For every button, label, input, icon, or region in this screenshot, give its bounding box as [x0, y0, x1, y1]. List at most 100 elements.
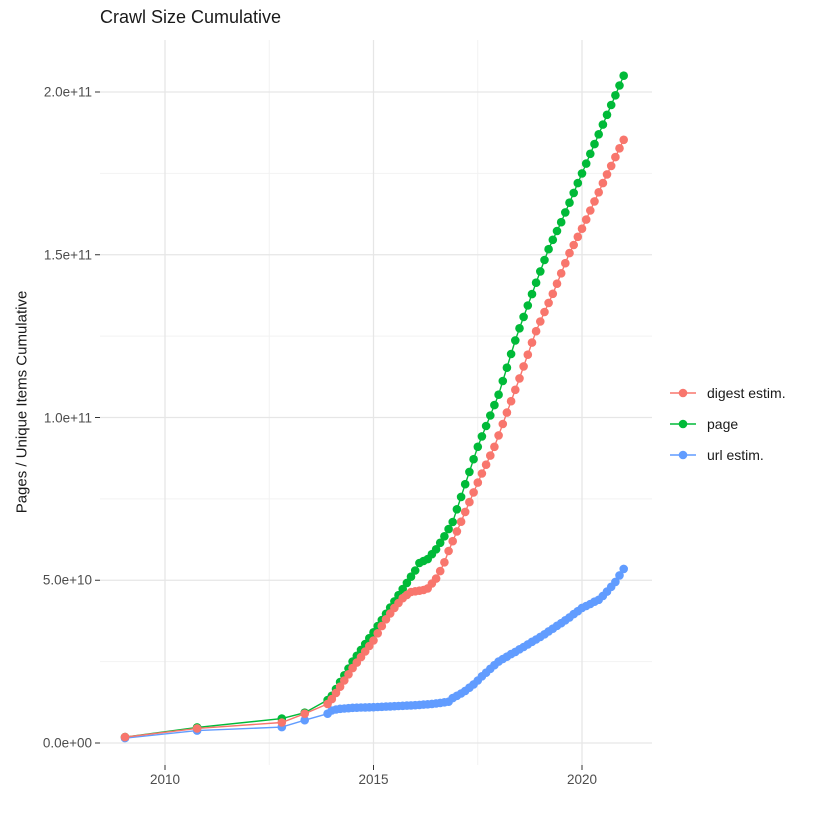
data-point-page [611, 91, 620, 100]
data-point-digest [619, 135, 628, 145]
data-point-page [465, 467, 474, 477]
data-point-digest [544, 298, 553, 308]
series-line-digest [124, 139, 625, 738]
data-point-digest [448, 536, 458, 546]
x-tick-label: 2015 [358, 772, 389, 787]
data-point-digest [561, 258, 570, 268]
data-point-digest [586, 206, 595, 215]
data-point-digest [469, 488, 478, 497]
data-point-digest [473, 478, 483, 487]
data-point-digest [531, 326, 541, 336]
legend-item-label: page [707, 415, 739, 432]
data-point-page [544, 244, 553, 254]
legend-item: page [668, 408, 786, 439]
data-point-page [448, 517, 458, 527]
data-point-page [490, 400, 499, 410]
y-tick-label: 1.5e+11 [43, 247, 92, 263]
data-point-page [548, 235, 558, 245]
legend-item: url estim. [668, 439, 786, 470]
data-point-digest [536, 317, 545, 326]
data-point-digest [431, 574, 441, 583]
data-point-digest [577, 224, 587, 233]
legend-point-icon [678, 388, 688, 397]
data-point-digest [344, 670, 353, 679]
data-point-page [511, 336, 520, 345]
data-point-digest [377, 621, 387, 631]
y-tick-label: 5.0e+10 [42, 572, 92, 588]
data-point-page [406, 572, 416, 581]
legend-key-icon [670, 388, 696, 397]
data-point-page [515, 324, 524, 333]
legend: digest estim. page url estim. [668, 377, 786, 470]
data-point-page [481, 421, 491, 431]
data-point-digest [540, 307, 549, 317]
data-point-page [498, 376, 508, 386]
data-point-page [431, 545, 441, 554]
data-point-page [552, 226, 562, 236]
data-point-digest [611, 152, 620, 162]
data-point-digest [373, 629, 383, 638]
data-point-url [300, 715, 310, 725]
data-point-digest [527, 338, 537, 347]
data-point-page [410, 566, 420, 575]
data-point-digest [590, 197, 599, 206]
data-point-page [586, 149, 595, 159]
data-point-digest [331, 688, 341, 698]
data-point-page [502, 363, 512, 373]
data-point-page [456, 492, 466, 502]
data-point-digest [460, 507, 470, 517]
data-point-page [565, 198, 574, 207]
legend-item-label: digest estim. [707, 384, 786, 401]
x-tick-label: 2010 [149, 772, 181, 787]
data-point-digest [502, 408, 512, 417]
data-point-page [527, 289, 537, 299]
data-point-page [581, 159, 591, 168]
legend-point-icon [678, 450, 688, 459]
data-point-page [486, 411, 495, 420]
data-point-page [619, 71, 628, 80]
legend-point-icon [678, 419, 688, 428]
data-point-page [477, 432, 487, 441]
data-point-page [402, 578, 412, 588]
data-point-page [598, 120, 608, 129]
data-point-page [615, 81, 624, 90]
data-point-digest [340, 676, 349, 685]
data-point-page [540, 255, 549, 265]
series-line-url [124, 568, 625, 739]
data-point-page [523, 301, 533, 310]
data-point-page [602, 110, 612, 120]
data-point-page [531, 278, 541, 288]
data-point-digest [515, 374, 524, 383]
data-point-digest [327, 694, 337, 704]
data-point-digest [606, 161, 616, 171]
data-point-page [506, 349, 516, 359]
data-point-page [469, 454, 478, 464]
data-point-page [435, 538, 445, 548]
data-point-digest [192, 724, 202, 733]
data-point-page [573, 178, 583, 188]
x-tick-label: 2020 [566, 772, 598, 787]
y-tick-label: 1.0e+11 [43, 410, 92, 425]
series-digest [120, 135, 628, 742]
data-point-digest [556, 269, 566, 278]
data-point-digest [440, 558, 449, 567]
data-point-page [473, 442, 483, 452]
data-point-page [452, 505, 462, 514]
legend-item: digest estim. [668, 377, 786, 408]
data-point-digest [452, 527, 462, 536]
data-point-digest [486, 451, 495, 460]
gridlines [100, 40, 652, 765]
data-point-digest [490, 442, 499, 452]
data-point-page [440, 532, 449, 541]
data-point-page [594, 130, 603, 139]
data-point-digest [435, 566, 445, 576]
data-point-digest [369, 636, 378, 645]
series-url [120, 564, 628, 743]
chart-title: Crawl Size Cumulative [100, 7, 282, 27]
data-point-page [606, 100, 616, 110]
data-point-digest [506, 396, 516, 406]
data-point-page [519, 312, 528, 322]
data-point-digest [481, 460, 491, 470]
